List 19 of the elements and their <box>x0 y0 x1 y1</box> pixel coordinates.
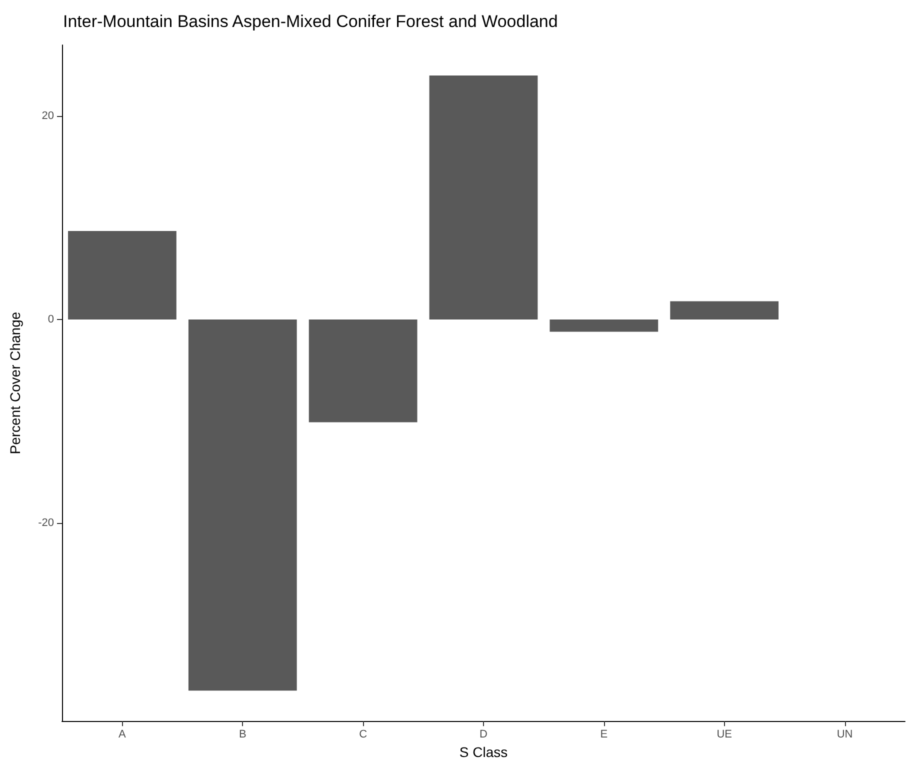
y-tick-label: -20 <box>38 516 54 529</box>
y-tick-label: 0 <box>48 314 54 326</box>
bar <box>308 320 418 422</box>
x-tick-label: A <box>118 728 127 741</box>
x-tick-label: C <box>359 728 368 741</box>
bar <box>429 76 538 320</box>
bar <box>670 301 779 320</box>
y-tick-label: 20 <box>42 110 54 122</box>
x-tick-label: E <box>600 728 608 741</box>
x-tick-label: UE <box>716 728 732 741</box>
bar <box>550 320 658 332</box>
chart-title: Inter-Mountain Basins Aspen-Mixed Conifer Forest and Woodland <box>63 12 558 31</box>
x-axis-title: S Class <box>459 744 508 760</box>
x-tick-label: UN <box>836 728 853 741</box>
x-tick-label: B <box>238 728 246 741</box>
bar <box>188 320 297 691</box>
x-tick-label: D <box>480 728 488 741</box>
bar <box>68 231 176 320</box>
y-axis-title: Percent Cover Change <box>7 312 23 454</box>
